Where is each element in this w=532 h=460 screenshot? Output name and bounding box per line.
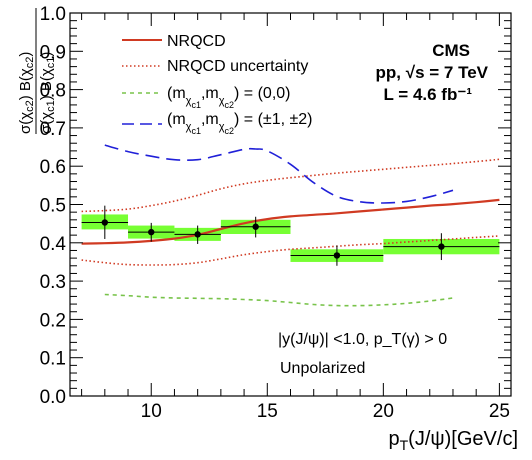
legend: NRQCD NRQCD uncertainty (mχc1,mχc2) = (0… (122, 33, 313, 136)
y-axis-title: σ(χc2) B(χc2) σ(χc1) B(χc1) (17, 8, 57, 134)
luminosity-label: L = 4.6 fb⁻¹ (384, 85, 473, 104)
experiment-label: CMS (432, 41, 470, 60)
x-tick-label-1: 15 (257, 401, 278, 422)
tick-labels: 0.0 0.1 0.2 0.3 0.4 0.5 0.6 0.7 0.8 0.9 1.0 10 15 20 2… (40, 4, 510, 422)
data-point-3 (220, 216, 291, 238)
x-tick-label-3: 25 (489, 401, 510, 422)
series-line-1 (81, 158, 500, 213)
x-tick-label-2: 20 (373, 401, 394, 422)
svg-text:σ(χc1) B(χc1): σ(χc1) B(χc1) (38, 52, 57, 134)
data-points (81, 205, 500, 266)
marker-5 (438, 243, 445, 250)
x-tick-label-0: 10 (141, 401, 162, 422)
data-point-4 (290, 245, 384, 266)
svg-text:σ(χc2) B(χc2): σ(χc2) B(χc2) (17, 52, 36, 134)
legend-item-nrqcd-uncertainty: NRQCD uncertainty (122, 58, 308, 75)
y-tick-label-10: 1.0 (40, 4, 66, 25)
data-point-1 (128, 222, 175, 242)
legend-item-nrqcd: NRQCD (122, 33, 226, 50)
y-tick-label-4: 0.4 (40, 234, 67, 255)
marker-0 (101, 219, 109, 226)
marker-4 (333, 252, 341, 259)
y-tick-label-3: 0.3 (40, 272, 66, 293)
y-tick-label-1: 0.1 (40, 349, 66, 370)
y-tick-label-7: 0.7 (40, 119, 66, 140)
marker-1 (148, 228, 155, 236)
svg-text:NRQCD: NRQCD (167, 33, 226, 50)
marker-3 (252, 223, 259, 230)
x-axis-title: pT(J/ψ)[GeV/c] (388, 428, 518, 453)
y-tick-label-6: 0.6 (40, 157, 66, 178)
marker-2 (194, 231, 201, 238)
experiment-label-block: CMS pp, √s = 7 TeV L = 4.6 fb⁻¹ (376, 41, 489, 104)
y-tick-label-0: 0.0 (40, 387, 66, 408)
y-tick-label-9: 0.9 (40, 42, 66, 63)
data-point-0 (81, 205, 129, 239)
kinematic-cut-label: |y(J/ψ)| <1.0, p_T(γ) > 0 (278, 331, 447, 348)
axes-frame (69, 12, 512, 397)
data-point-5 (383, 233, 500, 261)
data-point-2 (174, 225, 221, 244)
series-line-3 (104, 293, 454, 307)
series-line-4 (104, 144, 454, 204)
energy-label: pp, √s = 7 TeV (376, 63, 489, 82)
polarization-label: Unpolarized (280, 360, 365, 377)
y-tick-label-8: 0.8 (40, 81, 66, 102)
y-tick-label-2: 0.2 (40, 310, 66, 331)
svg-text:NRQCD uncertainty: NRQCD uncertainty (167, 58, 308, 75)
y-tick-label-5: 0.5 (40, 196, 66, 217)
